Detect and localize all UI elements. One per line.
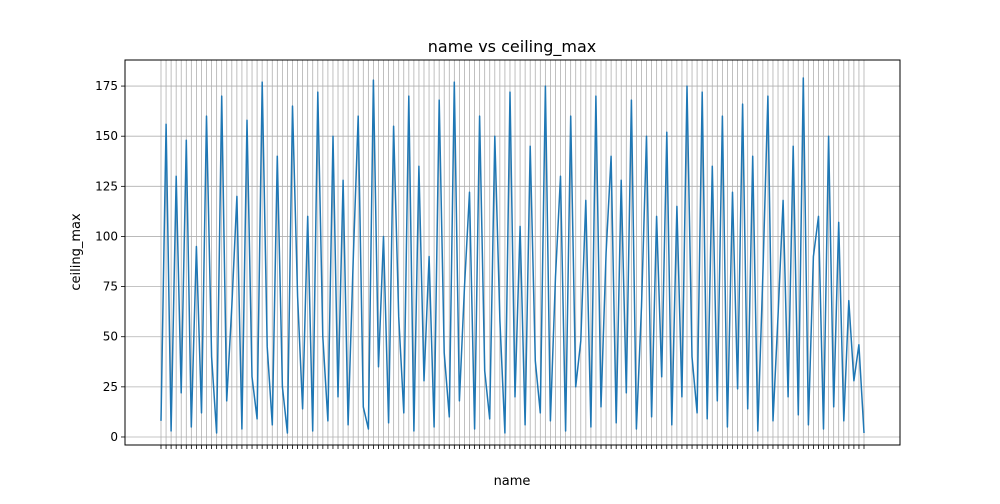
chart-title: name vs ceiling_max (428, 37, 596, 57)
y-tick-label: 75 (103, 280, 118, 294)
y-axis-label: ceiling_max (69, 213, 84, 291)
plot-frame (124, 59, 901, 446)
y-axis-ticks: 0 25 50 75 100 125 150 175 (95, 79, 125, 444)
y-tick-label: 50 (103, 330, 118, 344)
y-tick-label: 25 (103, 380, 118, 394)
y-tick-label: 150 (95, 129, 118, 143)
x-axis-label: name (494, 474, 531, 489)
y-tick-label: 125 (95, 179, 118, 193)
y-tick-label: 100 (95, 229, 118, 243)
series-line (160, 77, 865, 434)
series-layer (160, 77, 865, 434)
y-tick-label: 0 (110, 430, 118, 444)
x-axis-ticks (160, 445, 865, 449)
y-tick-label: 175 (95, 79, 118, 93)
